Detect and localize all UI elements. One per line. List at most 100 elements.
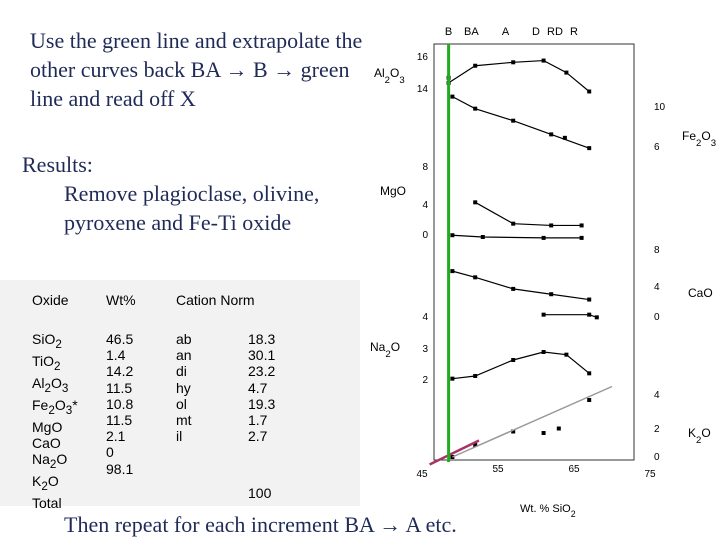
wt-value-2: 14.2 — [106, 363, 134, 380]
tick-label-Al2O3-1: 14 — [417, 84, 429, 95]
data-point-K2O-4 — [556, 426, 561, 431]
wt-value-6: 2.1 — [106, 428, 126, 445]
oxide-name-5: CaO — [32, 435, 61, 452]
trend-cao — [452, 270, 590, 301]
norm-mineral-4: ol — [176, 395, 187, 412]
oxide-name-0: SiO2 — [32, 331, 62, 351]
data-point-Na2O-5 — [587, 371, 592, 376]
data-point-Na2O-0 — [450, 376, 455, 381]
data-point-K2O-2 — [511, 429, 516, 434]
tick-label-Fe2O3-0: 10 — [654, 102, 666, 113]
norm-mineral-0: ab — [176, 331, 192, 347]
sample-label-d: D — [532, 26, 540, 38]
tick-label-CaO-2: 0 — [654, 312, 660, 323]
wt-value-5: 11.5 — [106, 412, 133, 429]
harker-chart-svg: 16 14 Al2O3 10 6 Fe2O3 8 4 0 MgO 8 4 0 CaO 4 3 2 Na2O 4 2 0 K… — [370, 26, 716, 519]
footer-text: Then repeat for each increment BA → A et… — [64, 512, 457, 537]
norm-mineral-2: di — [176, 363, 187, 380]
x-tick-label-45: 45 — [416, 469, 428, 480]
oxide-norm-table: Oxide Wt% Cation Norm SiO2 TiO2 Al2O3 Fe2O3… — [0, 280, 360, 511]
sample-label-b: B — [445, 26, 452, 38]
wt-header: Wt% — [106, 292, 136, 308]
norm-mineral-3: hy — [176, 379, 191, 396]
tick-label-Al2O3-0: 16 — [417, 52, 429, 63]
data-point-CaO-0 — [450, 269, 455, 274]
trend-al2o3-upper — [448, 59, 590, 92]
tick-label-Na2O-1: 3 — [422, 344, 428, 355]
tick-label-K2O-2: 0 — [654, 452, 660, 463]
sample-label-a: A — [502, 26, 510, 38]
norm-mineral-1: an — [176, 347, 192, 364]
data-point-Al2O3-6 — [587, 89, 592, 94]
panel-label-CaO: CaO — [688, 286, 713, 300]
wt-value-1: 1.4 — [106, 347, 126, 364]
norm-value-2: 23.2 — [248, 363, 276, 380]
norm-value-0: 18.3 — [248, 331, 276, 347]
oxide-name-4: MgO — [32, 419, 63, 435]
oxide-name-2: Al2O3 — [32, 375, 69, 395]
results-heading: Results: — [22, 152, 93, 177]
instruction-text: Use the green line and extrapolate the o… — [30, 28, 363, 111]
data-point-Al2O3-12 — [587, 146, 592, 151]
x-tick-label-65: 65 — [568, 464, 580, 475]
norm-mineral-5: mt — [176, 412, 192, 429]
panel-label-Na2O: Na2O — [370, 340, 400, 360]
data-point-Al2O3-7 — [450, 94, 455, 99]
norm-mineral-list: ab an di hy ol mt il — [176, 331, 192, 444]
oxide-name-6: Na2O — [32, 451, 68, 472]
panel-label-MgO: MgO — [380, 184, 406, 198]
oxide-name-1: TiO2 — [32, 353, 61, 373]
results-body: Remove plagioclase, olivine, pyroxene an… — [64, 181, 320, 235]
tick-label-K2O-0: 4 — [654, 390, 660, 401]
norm-value-1: 30.1 — [248, 347, 276, 364]
trend-k2o — [452, 385, 613, 458]
norm-total: 100 — [248, 485, 272, 501]
norm-mineral-6: il — [176, 428, 183, 445]
trend-mgo-lower — [452, 234, 582, 239]
sample-label-r: R — [570, 26, 578, 38]
norm-value-3: 4.7 — [248, 379, 268, 396]
tick-label-Fe2O3-1: 6 — [654, 142, 660, 153]
wt-value-0: 46.5 — [106, 331, 134, 347]
data-point-CaO-4 — [587, 297, 592, 302]
panel-label-Fe2O3: Fe2O3 — [682, 129, 716, 149]
oxide-name-8: Total — [32, 495, 62, 512]
tick-label-Na2O-2: 2 — [422, 375, 428, 386]
x-tick-label-55: 55 — [492, 464, 504, 475]
data-point-K2O-1 — [473, 443, 478, 447]
panel-label-K2O: K2O — [688, 426, 711, 446]
oxide-name-7: K2O — [32, 473, 59, 494]
x-axis-label: Wt. % SiO2 — [520, 503, 576, 519]
wt-list: 46.5 1.4 14.2 11.5 10.8 11.5 2.1 0 98.1 — [106, 331, 133, 477]
x-tick-label-75: 75 — [644, 469, 656, 480]
wt-value-8: 98.1 — [106, 460, 134, 477]
tick-label-K2O-1: 2 — [654, 424, 660, 435]
sample-label-rd: RD — [547, 26, 563, 38]
tick-label-MgO-1: 4 — [422, 200, 428, 211]
results-block: Results: Remove plagioclase, olivine, py… — [22, 150, 362, 237]
tick-label-CaO-0: 8 — [654, 245, 660, 256]
trend-fe2o3 — [452, 96, 590, 149]
tick-label-MgO-0: 8 — [422, 162, 428, 173]
panel-label-Al2O3: Al2O3 — [374, 66, 405, 86]
tick-label-Na2O-0: 4 — [422, 312, 428, 323]
norm-value-list: 18.3 30.1 23.2 4.7 19.3 1.7 2.7 — [248, 331, 275, 444]
oxide-header: Oxide — [32, 292, 69, 308]
wt-value-7: 0 — [106, 444, 114, 461]
tick-label-MgO-2: 0 — [422, 230, 428, 241]
norm-value-4: 19.3 — [248, 395, 276, 412]
wt-value-3: 11.5 — [106, 379, 133, 396]
data-point-K2O-5 — [587, 398, 592, 402]
wt-value-4: 10.8 — [106, 395, 134, 412]
harker-diagram: 16 14 Al2O3 10 6 Fe2O3 8 4 0 MgO 8 4 0 CaO 4 3 2 Na2O 4 2 0 K… — [360, 0, 720, 540]
oxide-name-3: Fe2O3* — [32, 397, 78, 417]
data-point-K2O-3 — [541, 431, 546, 435]
plot-frame — [433, 43, 635, 461]
data-point-CaO-5 — [541, 312, 546, 317]
oxide-list: SiO2 TiO2 Al2O3 Fe2O3* MgO CaO Na2O K2O Total — [32, 331, 78, 512]
trend-na2o — [452, 351, 590, 380]
trend-mgo — [474, 201, 582, 227]
sample-label-ba: BA — [464, 26, 479, 38]
trend-cao-lower — [543, 314, 597, 318]
data-point-MgO-4 — [450, 233, 455, 238]
